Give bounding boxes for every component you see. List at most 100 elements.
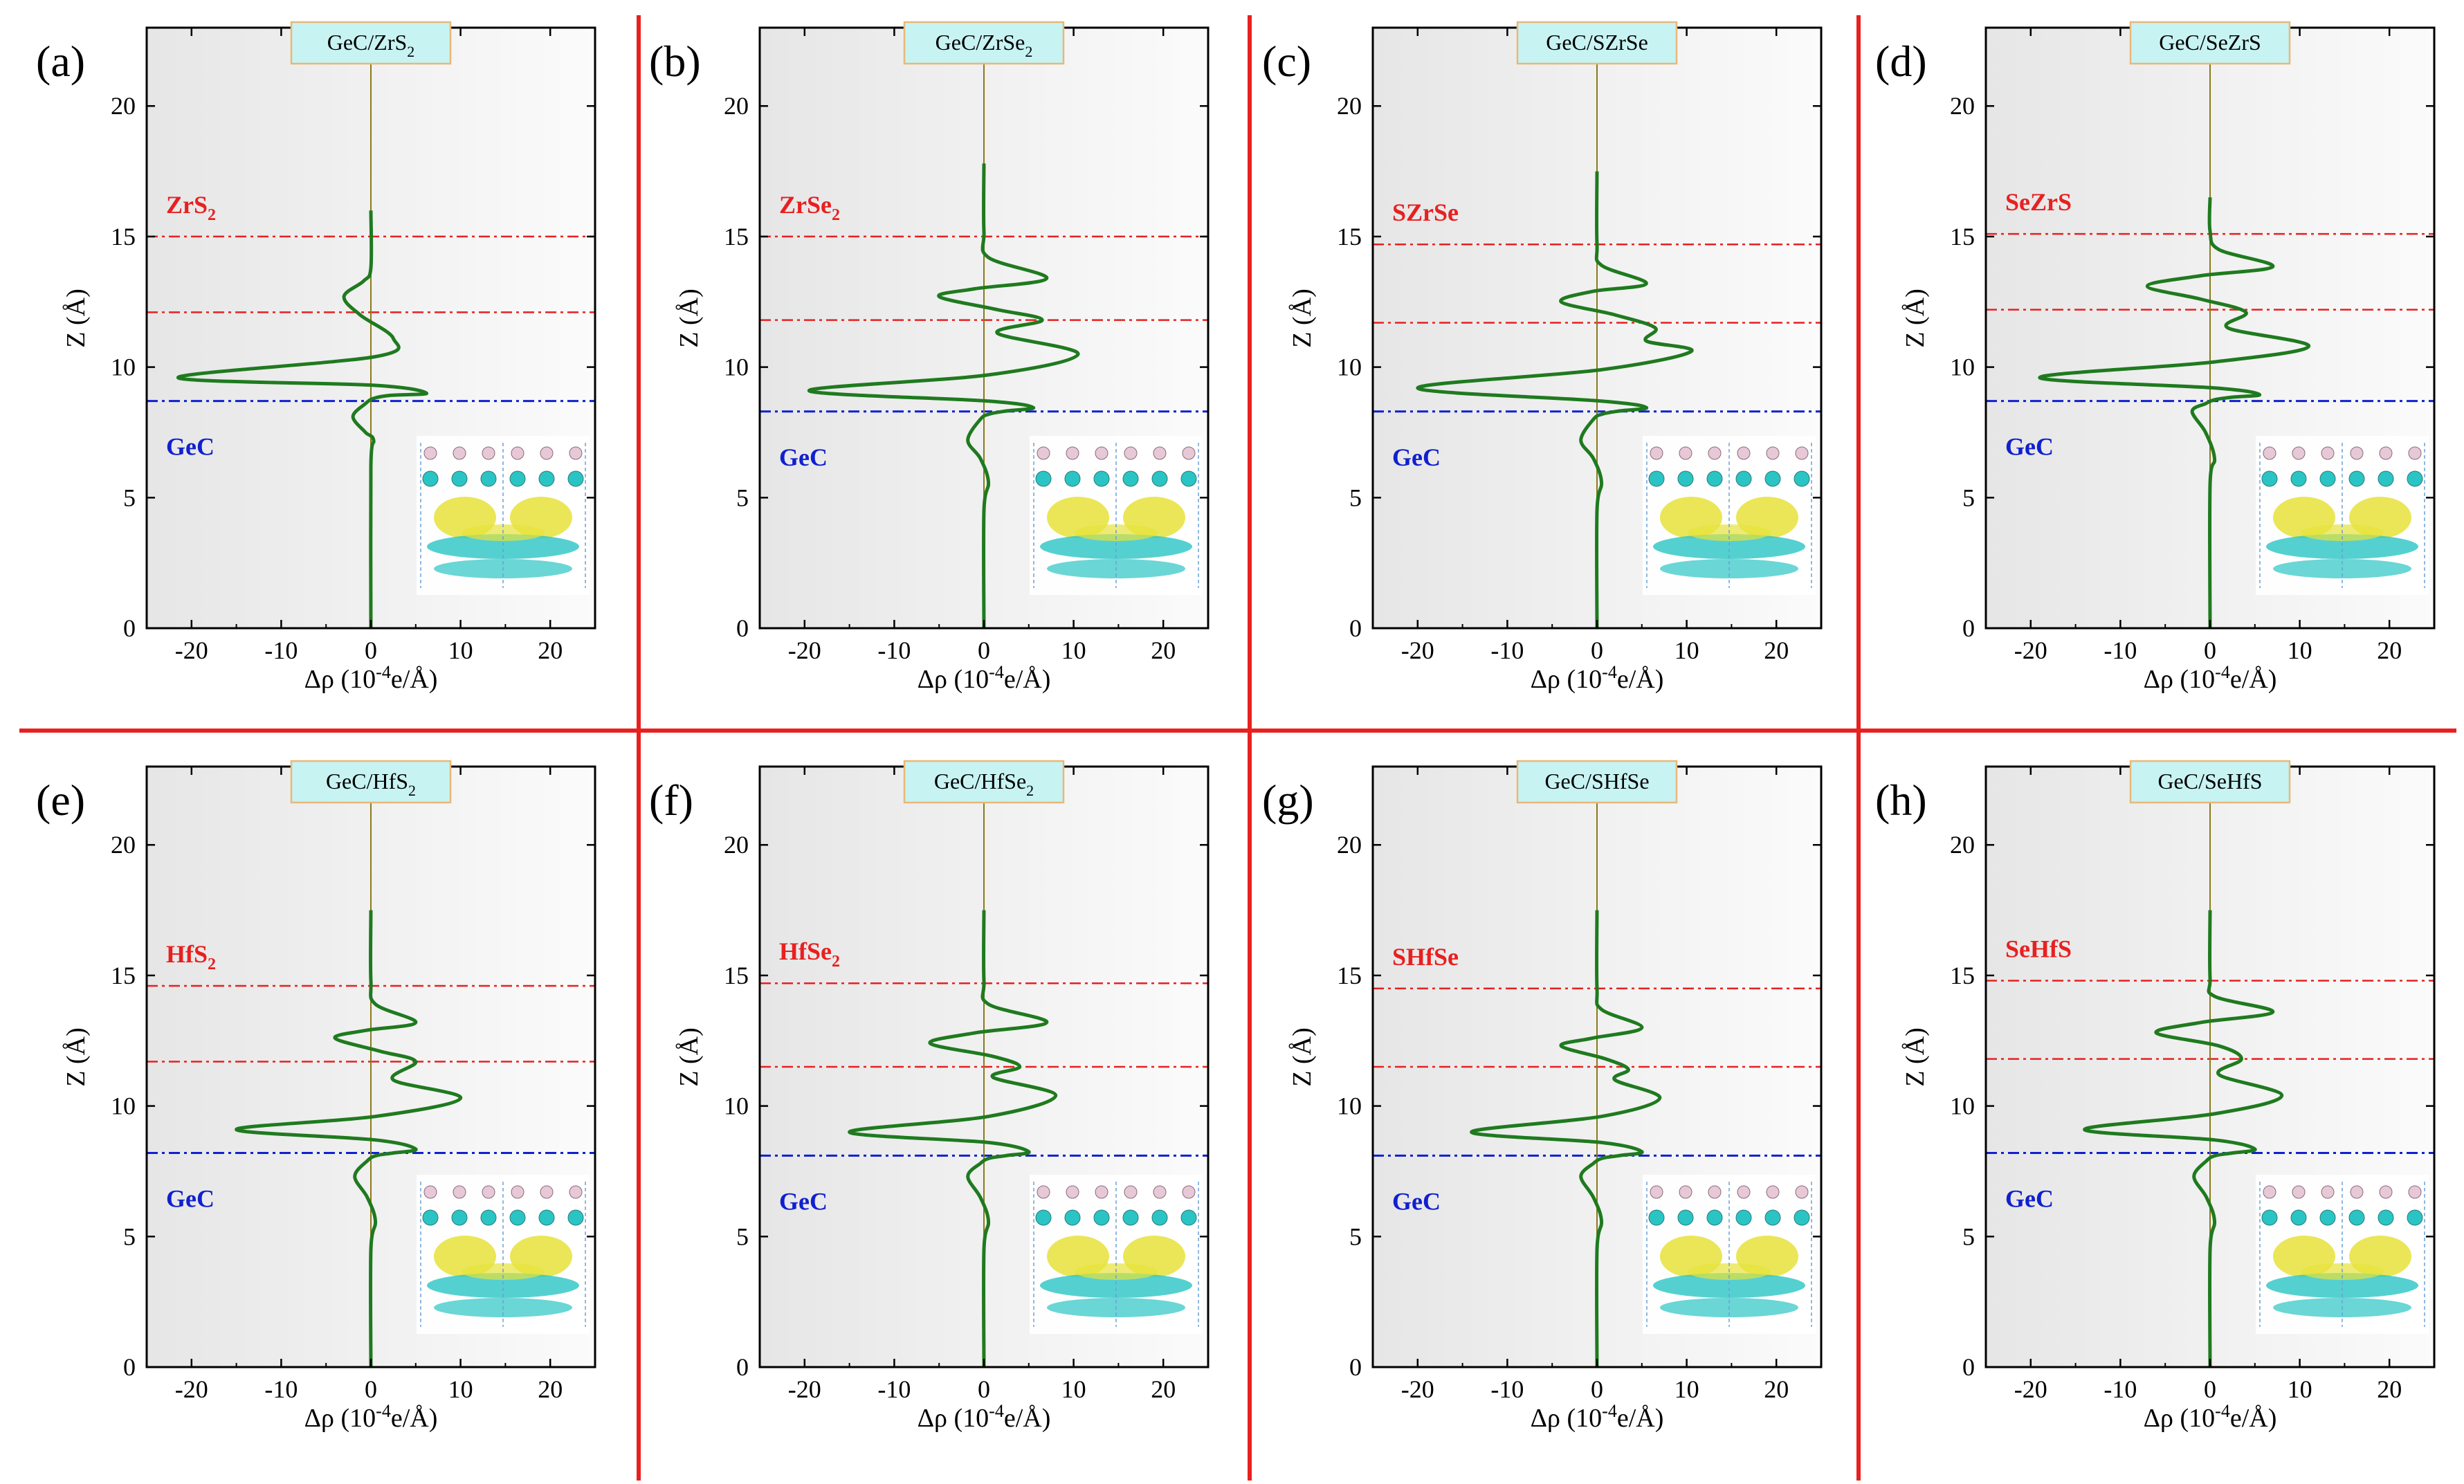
upper-layer-label-main: SeHfS — [2005, 935, 2072, 962]
atom — [2350, 446, 2364, 460]
x-axis-label-main: Δρ (10 — [918, 1404, 989, 1433]
lower-layer-label: GeC — [166, 433, 215, 461]
x-tick-label: 20 — [1151, 1375, 1176, 1403]
upper-layer-label: SeZrS — [2005, 188, 2072, 216]
atom — [2378, 1209, 2394, 1226]
x-tick-label: 0 — [1591, 1375, 1603, 1403]
atom — [1735, 1209, 1752, 1226]
y-tick-label: 20 — [111, 92, 136, 120]
panel-letter: (c) — [1262, 37, 1311, 86]
panel-title: GeC/SHfSe — [1516, 760, 1678, 804]
y-axis-label: Z (Å) — [1288, 1027, 1317, 1086]
atom — [1093, 470, 1110, 487]
atom — [1764, 470, 1781, 487]
panel-letter: (e) — [36, 776, 85, 825]
x-tick-label: 0 — [365, 1375, 377, 1403]
atom — [1794, 1209, 1810, 1226]
charge-density-inset — [1643, 1175, 1816, 1334]
x-tick-label: 10 — [2288, 636, 2312, 664]
y-tick-label: 0 — [736, 614, 749, 642]
title-box — [2129, 21, 2291, 65]
atom — [509, 470, 526, 487]
x-axis-label: Δρ (10-4e/Å) — [304, 662, 438, 694]
y-tick-label: 10 — [1337, 354, 1362, 381]
y-axis-label: Z (Å) — [62, 288, 91, 347]
x-axis-label-main: Δρ (10 — [1531, 1404, 1603, 1433]
x-tick-label: -10 — [1490, 636, 1524, 664]
panel-letter: (g) — [1262, 776, 1314, 825]
y-tick-label: 0 — [1349, 1353, 1362, 1381]
atom — [1124, 1185, 1138, 1199]
title-box — [1516, 760, 1678, 804]
y-tick-label: 0 — [1349, 614, 1362, 642]
x-axis-label-main: Δρ (10 — [918, 665, 989, 694]
x-tick-label: 0 — [978, 1375, 990, 1403]
panel-letter: (f) — [649, 776, 693, 825]
atom — [1066, 1185, 1079, 1199]
atom — [2379, 1185, 2393, 1199]
x-tick-label: -20 — [175, 1375, 208, 1403]
atom — [540, 446, 554, 460]
panel-title: GeC/SZrSe — [1516, 21, 1678, 65]
x-tick-label: 10 — [448, 1375, 473, 1403]
title-text: GeC/HfSe2 — [934, 769, 1034, 799]
charge-difference-line — [176, 210, 428, 629]
upper-layer-label-main: ZrSe — [779, 191, 832, 219]
atom — [1153, 1185, 1167, 1199]
atom — [1182, 446, 1196, 460]
title-text-sub: 2 — [1025, 43, 1032, 60]
atom — [2408, 1185, 2422, 1199]
atom — [1650, 446, 1663, 460]
upper-layer-label-main: ZrS — [166, 191, 208, 219]
x-axis-label: Δρ (10-4e/Å) — [918, 662, 1051, 694]
panel-letter: (h) — [1875, 776, 1927, 825]
atom — [1035, 1209, 1052, 1226]
y-tick-label: 10 — [1337, 1092, 1362, 1120]
atom — [422, 1209, 439, 1226]
lower-layer-label: GeC — [166, 1185, 215, 1213]
atom — [2263, 1185, 2276, 1199]
atom — [1180, 470, 1197, 487]
chart-panel-b: -20 -10 0 10 20 0 5 10 15 20 Δρ (10-4e/Å) Z (Å) (b) G… — [649, 21, 1210, 694]
y-tick-label: 10 — [111, 1092, 136, 1120]
atom — [1650, 1185, 1663, 1199]
chart-panel-h: -20 -10 0 10 20 0 5 10 15 20 Δρ (10-4e/Å) Z (Å) (h) G… — [1875, 760, 2436, 1433]
x-tick-label: 20 — [2377, 1375, 2402, 1403]
atom — [1064, 1209, 1081, 1226]
atom — [1677, 1209, 1694, 1226]
atom — [2263, 446, 2276, 460]
x-axis-label-tail: e/Å) — [2230, 1404, 2277, 1433]
chart-panel-a: -20 -10 0 10 20 0 5 10 15 20 Δρ (10-4e/Å) Z (Å) (a) G… — [36, 21, 596, 694]
atom — [2319, 1209, 2336, 1226]
y-tick-label: 20 — [1950, 92, 1975, 120]
upper-layer-label-sub: 2 — [832, 953, 840, 971]
title-text: GeC/SZrSe — [1546, 30, 1648, 55]
y-tick-label: 0 — [736, 1353, 749, 1381]
charge-density-inset — [2256, 1175, 2429, 1334]
atom — [482, 446, 495, 460]
atom — [2407, 1209, 2423, 1226]
x-tick-label: 20 — [2377, 636, 2402, 664]
atom — [2261, 1209, 2278, 1226]
upper-layer-label-main: HfSe — [779, 937, 832, 965]
atom — [567, 470, 584, 487]
panel-title: GeC/SeHfS — [2129, 760, 2291, 804]
x-tick-label: -20 — [1401, 1375, 1434, 1403]
lower-layer-label: GeC — [2005, 433, 2054, 461]
y-tick-label: 15 — [724, 962, 749, 989]
x-tick-label: 10 — [448, 636, 473, 664]
atom — [1064, 470, 1081, 487]
x-axis-label: Δρ (10-4e/Å) — [304, 1401, 438, 1433]
chart-panel-g: -20 -10 0 10 20 0 5 10 15 20 Δρ (10-4e/Å) Z (Å) (g) G… — [1262, 760, 1823, 1433]
y-tick-label: 15 — [111, 223, 136, 250]
atom — [1095, 446, 1108, 460]
title-text: GeC/ZrS2 — [327, 30, 415, 60]
x-tick-label: -10 — [264, 636, 298, 664]
lower-layer-label: GeC — [2005, 1185, 2054, 1213]
panel-title: GeC/ZrSe2 — [903, 21, 1065, 65]
x-axis-label-exp: -4 — [2215, 1401, 2230, 1421]
x-axis-label-tail: e/Å) — [391, 1404, 438, 1433]
atom — [1708, 1185, 1722, 1199]
atom — [1737, 1185, 1751, 1199]
y-tick-label: 5 — [123, 1222, 136, 1250]
